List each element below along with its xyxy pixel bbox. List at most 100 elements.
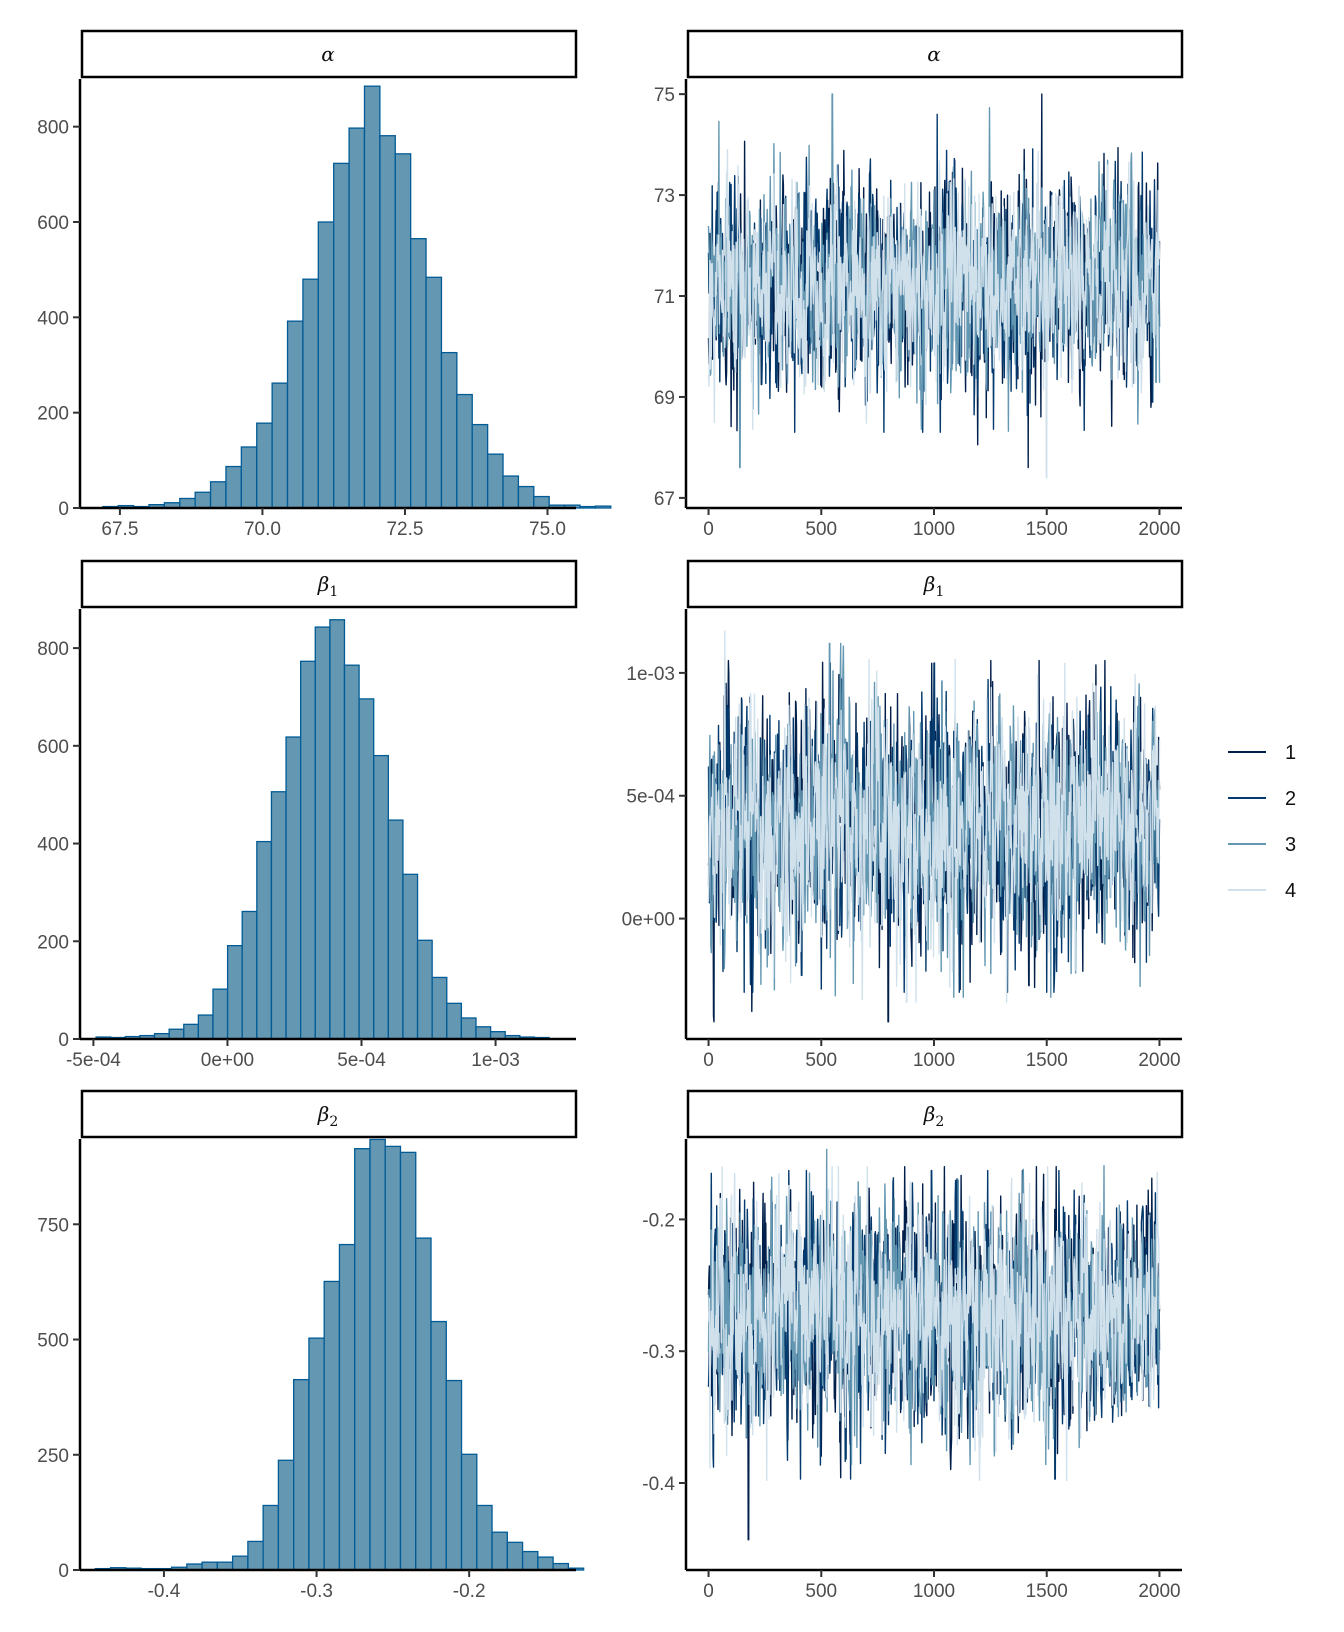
histogram-bar — [445, 1379, 463, 1571]
histogram-bar — [317, 221, 335, 509]
histogram-bar — [343, 664, 360, 1040]
y-tick-label: -0.4 — [642, 1474, 675, 1495]
y-tick-label: 71 — [654, 287, 675, 308]
x-tick-label: 75.0 — [529, 519, 566, 540]
histogram-bar — [440, 351, 458, 509]
y-tick-label: -0.3 — [642, 1342, 675, 1363]
histogram-bar — [384, 1145, 402, 1571]
y-tick-label: 400 — [37, 835, 69, 856]
y-tick-label: 250 — [37, 1446, 69, 1467]
histogram-bar — [399, 1151, 417, 1571]
histogram-bar — [271, 382, 289, 509]
histogram-bar — [231, 1555, 249, 1571]
y-tick-label: 73 — [654, 186, 675, 207]
x-tick-label: 0 — [703, 1581, 714, 1602]
histogram-bar — [183, 1023, 200, 1040]
strip-label: β2 — [923, 1102, 944, 1130]
histogram-bar — [323, 1280, 341, 1571]
histogram-bar — [247, 1540, 264, 1571]
y-tick-label: 600 — [37, 737, 69, 758]
histogram-bar — [373, 754, 389, 1040]
histogram-bar — [168, 1028, 185, 1040]
strip-subscript: 2 — [329, 1114, 338, 1130]
y-tick-label: 0 — [58, 1561, 69, 1582]
y-tick-label: 75 — [654, 85, 675, 106]
histogram-bar — [226, 945, 243, 1040]
x-tick-label: 1000 — [913, 1050, 955, 1071]
histogram-bar — [285, 736, 302, 1040]
histogram-bar — [225, 465, 242, 509]
x-tick-label: 2000 — [1138, 519, 1180, 540]
histogram-bar — [256, 840, 273, 1040]
histogram-bar — [402, 873, 419, 1040]
histogram-bar — [354, 1148, 371, 1571]
histogram-bar — [410, 238, 427, 509]
y-tick-label: 800 — [37, 118, 69, 139]
y-tick-label: 200 — [37, 404, 69, 425]
histogram-bar — [506, 1541, 524, 1571]
trace-panel-1: α 67 69 71 73 75 0 500 1000 1500 2000 — [654, 29, 1184, 540]
histogram-bar — [387, 819, 404, 1040]
y-tick-label: 400 — [37, 308, 69, 329]
y-tick-label: 69 — [654, 388, 675, 409]
x-tick-label: 1000 — [913, 519, 955, 540]
histogram-bar — [579, 505, 597, 509]
legend-label: 1 — [1285, 742, 1296, 764]
y-tick-label: 1e-03 — [626, 664, 675, 685]
facet-strip — [686, 29, 1184, 79]
histogram-bar — [363, 85, 381, 509]
histogram-bar — [379, 135, 396, 509]
strip-subscript: 2 — [935, 1114, 944, 1130]
histogram-bar — [348, 127, 366, 509]
histogram-bar — [286, 320, 304, 509]
y-tick-label: -0.2 — [642, 1210, 675, 1231]
histogram-bar — [533, 495, 550, 509]
x-tick-label: 500 — [805, 1581, 837, 1602]
histogram-bar — [502, 475, 520, 509]
y-tick-label: 67 — [654, 489, 675, 510]
strip-symbol: β — [317, 1102, 330, 1126]
legend: 1 2 3 4 — [1228, 742, 1296, 902]
y-tick-label: 750 — [37, 1215, 69, 1236]
histogram-bar — [475, 1026, 492, 1040]
histogram-panel-0: α 0 200 400 600 800 67.5 70.0 72.5 75.0 — [37, 29, 612, 540]
x-tick-label: 0 — [703, 519, 714, 540]
y-tick-label: 5e-04 — [626, 787, 675, 808]
strip-label: β1 — [923, 572, 944, 600]
y-tick-label: 0 — [58, 1030, 69, 1051]
x-tick-label: 1000 — [913, 1581, 955, 1602]
x-tick-label: 1500 — [1026, 1581, 1068, 1602]
histogram-bar — [594, 505, 612, 509]
histogram-bar — [430, 1320, 447, 1571]
histogram-panel-4: β2 0 250 500 750 -0.4 -0.3 -0.2 — [37, 1089, 585, 1602]
histogram-bar — [416, 939, 433, 1040]
x-tick-label: 1500 — [1026, 519, 1068, 540]
histogram-bar — [329, 619, 346, 1040]
histogram-bar — [293, 1378, 310, 1571]
strip-label: β2 — [317, 1102, 338, 1130]
histogram-bar — [256, 422, 273, 509]
y-tick-label: 500 — [37, 1331, 69, 1352]
histogram-bar — [300, 660, 316, 1040]
x-tick-label: 500 — [805, 1050, 837, 1071]
strip-subscript: 1 — [935, 584, 944, 600]
histogram-bar — [333, 162, 350, 509]
facet-strip — [686, 1089, 1184, 1139]
histogram-bar — [338, 1243, 356, 1571]
y-tick-label: 0 — [58, 499, 69, 520]
histogram-bar — [197, 1014, 214, 1040]
histogram-bar — [517, 485, 535, 509]
histogram-bar — [369, 1138, 386, 1571]
strip-subscript: 1 — [329, 584, 338, 600]
x-tick-label: 1e-03 — [471, 1050, 520, 1071]
strip-symbol: β — [923, 1102, 936, 1126]
y-tick-label: 200 — [37, 932, 69, 953]
histogram-bar — [486, 453, 504, 509]
histogram-bar — [491, 1531, 508, 1571]
strip-label: β1 — [317, 572, 338, 600]
x-tick-label: 70.0 — [244, 519, 281, 540]
histogram-bar — [471, 423, 489, 509]
facet-strip — [80, 559, 578, 609]
x-tick-label: -0.4 — [148, 1581, 181, 1602]
